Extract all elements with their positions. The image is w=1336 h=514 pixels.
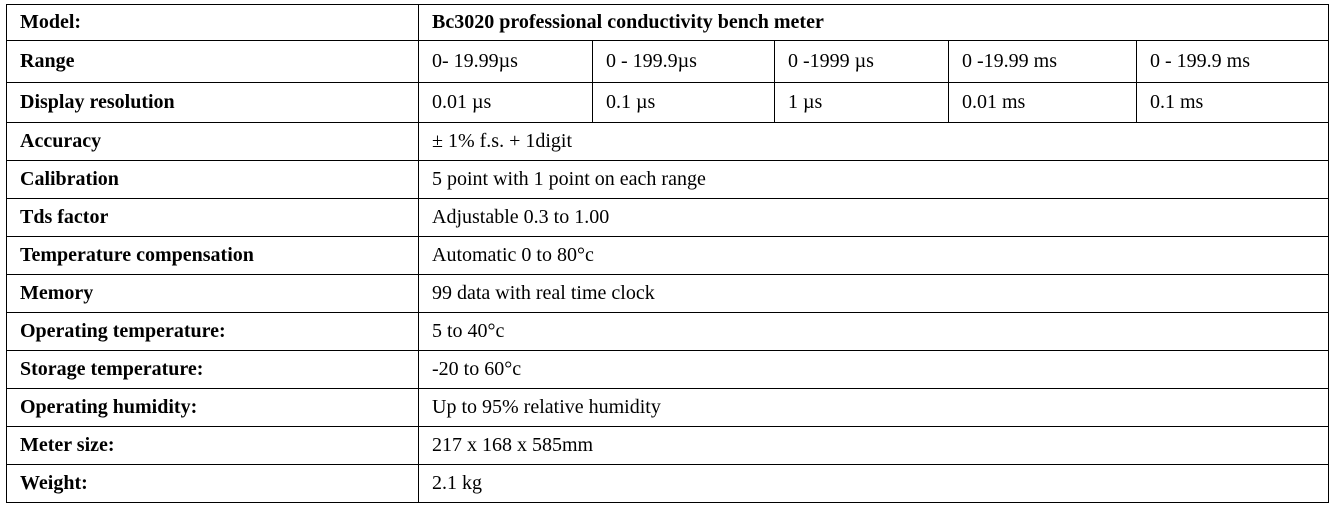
table-row-temperature-compensation: Temperature compensation Automatic 0 to …: [6, 236, 1329, 275]
spec-label-accuracy: Accuracy: [6, 122, 419, 161]
range-value-2: 0 - 199.9µs: [592, 40, 775, 83]
range-value-4: 0 -19.99 ms: [948, 40, 1137, 83]
resolution-value-2: 0.1 µs: [592, 82, 775, 123]
table-row-operating-humidity: Operating humidity: Up to 95% relative h…: [6, 388, 1329, 427]
resolution-value-3: 1 µs: [774, 82, 949, 123]
spec-label-operating-temperature: Operating temperature:: [6, 312, 419, 351]
table-row-meter-size: Meter size: 217 x 168 x 585mm: [6, 426, 1329, 465]
spec-label-resolution: Display resolution: [6, 82, 419, 123]
spec-value-meter-size: 217 x 168 x 585mm: [418, 426, 1329, 465]
spec-table: Model: Bc3020 professional conductivity …: [6, 4, 1329, 503]
spec-value-calibration: 5 point with 1 point on each range: [418, 160, 1329, 199]
table-row-range: Range 0- 19.99µs 0 - 199.9µs 0 -1999 µs …: [6, 40, 1329, 83]
range-value-3: 0 -1999 µs: [774, 40, 949, 83]
spec-label-range: Range: [6, 40, 419, 83]
spec-value-operating-humidity: Up to 95% relative humidity: [418, 388, 1329, 427]
spec-label-memory: Memory: [6, 274, 419, 313]
spec-label-tds-factor: Tds factor: [6, 198, 419, 237]
table-row-storage-temperature: Storage temperature: -20 to 60°c: [6, 350, 1329, 389]
spec-label-operating-humidity: Operating humidity:: [6, 388, 419, 427]
spec-label-temperature-compensation: Temperature compensation: [6, 236, 419, 275]
table-row-operating-temperature: Operating temperature: 5 to 40°c: [6, 312, 1329, 351]
table-row-calibration: Calibration 5 point with 1 point on each…: [6, 160, 1329, 199]
table-row-model: Model: Bc3020 professional conductivity …: [6, 4, 1329, 41]
resolution-value-5: 0.1 ms: [1136, 82, 1329, 123]
table-row-tds-factor: Tds factor Adjustable 0.3 to 1.00: [6, 198, 1329, 237]
spec-value-accuracy: ± 1% f.s. + 1digit: [418, 122, 1329, 161]
table-row-weight: Weight: 2.1 kg: [6, 464, 1329, 503]
resolution-value-4: 0.01 ms: [948, 82, 1137, 123]
spec-value-weight: 2.1 kg: [418, 464, 1329, 503]
spec-value-storage-temperature: -20 to 60°c: [418, 350, 1329, 389]
spec-value-temperature-compensation: Automatic 0 to 80°c: [418, 236, 1329, 275]
spec-value-tds-factor: Adjustable 0.3 to 1.00: [418, 198, 1329, 237]
table-row-memory: Memory 99 data with real time clock: [6, 274, 1329, 313]
table-row-accuracy: Accuracy ± 1% f.s. + 1digit: [6, 122, 1329, 161]
spec-label-model: Model:: [6, 4, 419, 41]
spec-value-operating-temperature: 5 to 40°c: [418, 312, 1329, 351]
range-value-1: 0- 19.99µs: [418, 40, 593, 83]
table-row-resolution: Display resolution 0.01 µs 0.1 µs 1 µs 0…: [6, 82, 1329, 123]
range-value-5: 0 - 199.9 ms: [1136, 40, 1329, 83]
spec-label-weight: Weight:: [6, 464, 419, 503]
spec-value-model: Bc3020 professional conductivity bench m…: [418, 4, 1329, 41]
spec-label-storage-temperature: Storage temperature:: [6, 350, 419, 389]
spec-value-memory: 99 data with real time clock: [418, 274, 1329, 313]
resolution-value-1: 0.01 µs: [418, 82, 593, 123]
spec-label-meter-size: Meter size:: [6, 426, 419, 465]
spec-label-calibration: Calibration: [6, 160, 419, 199]
